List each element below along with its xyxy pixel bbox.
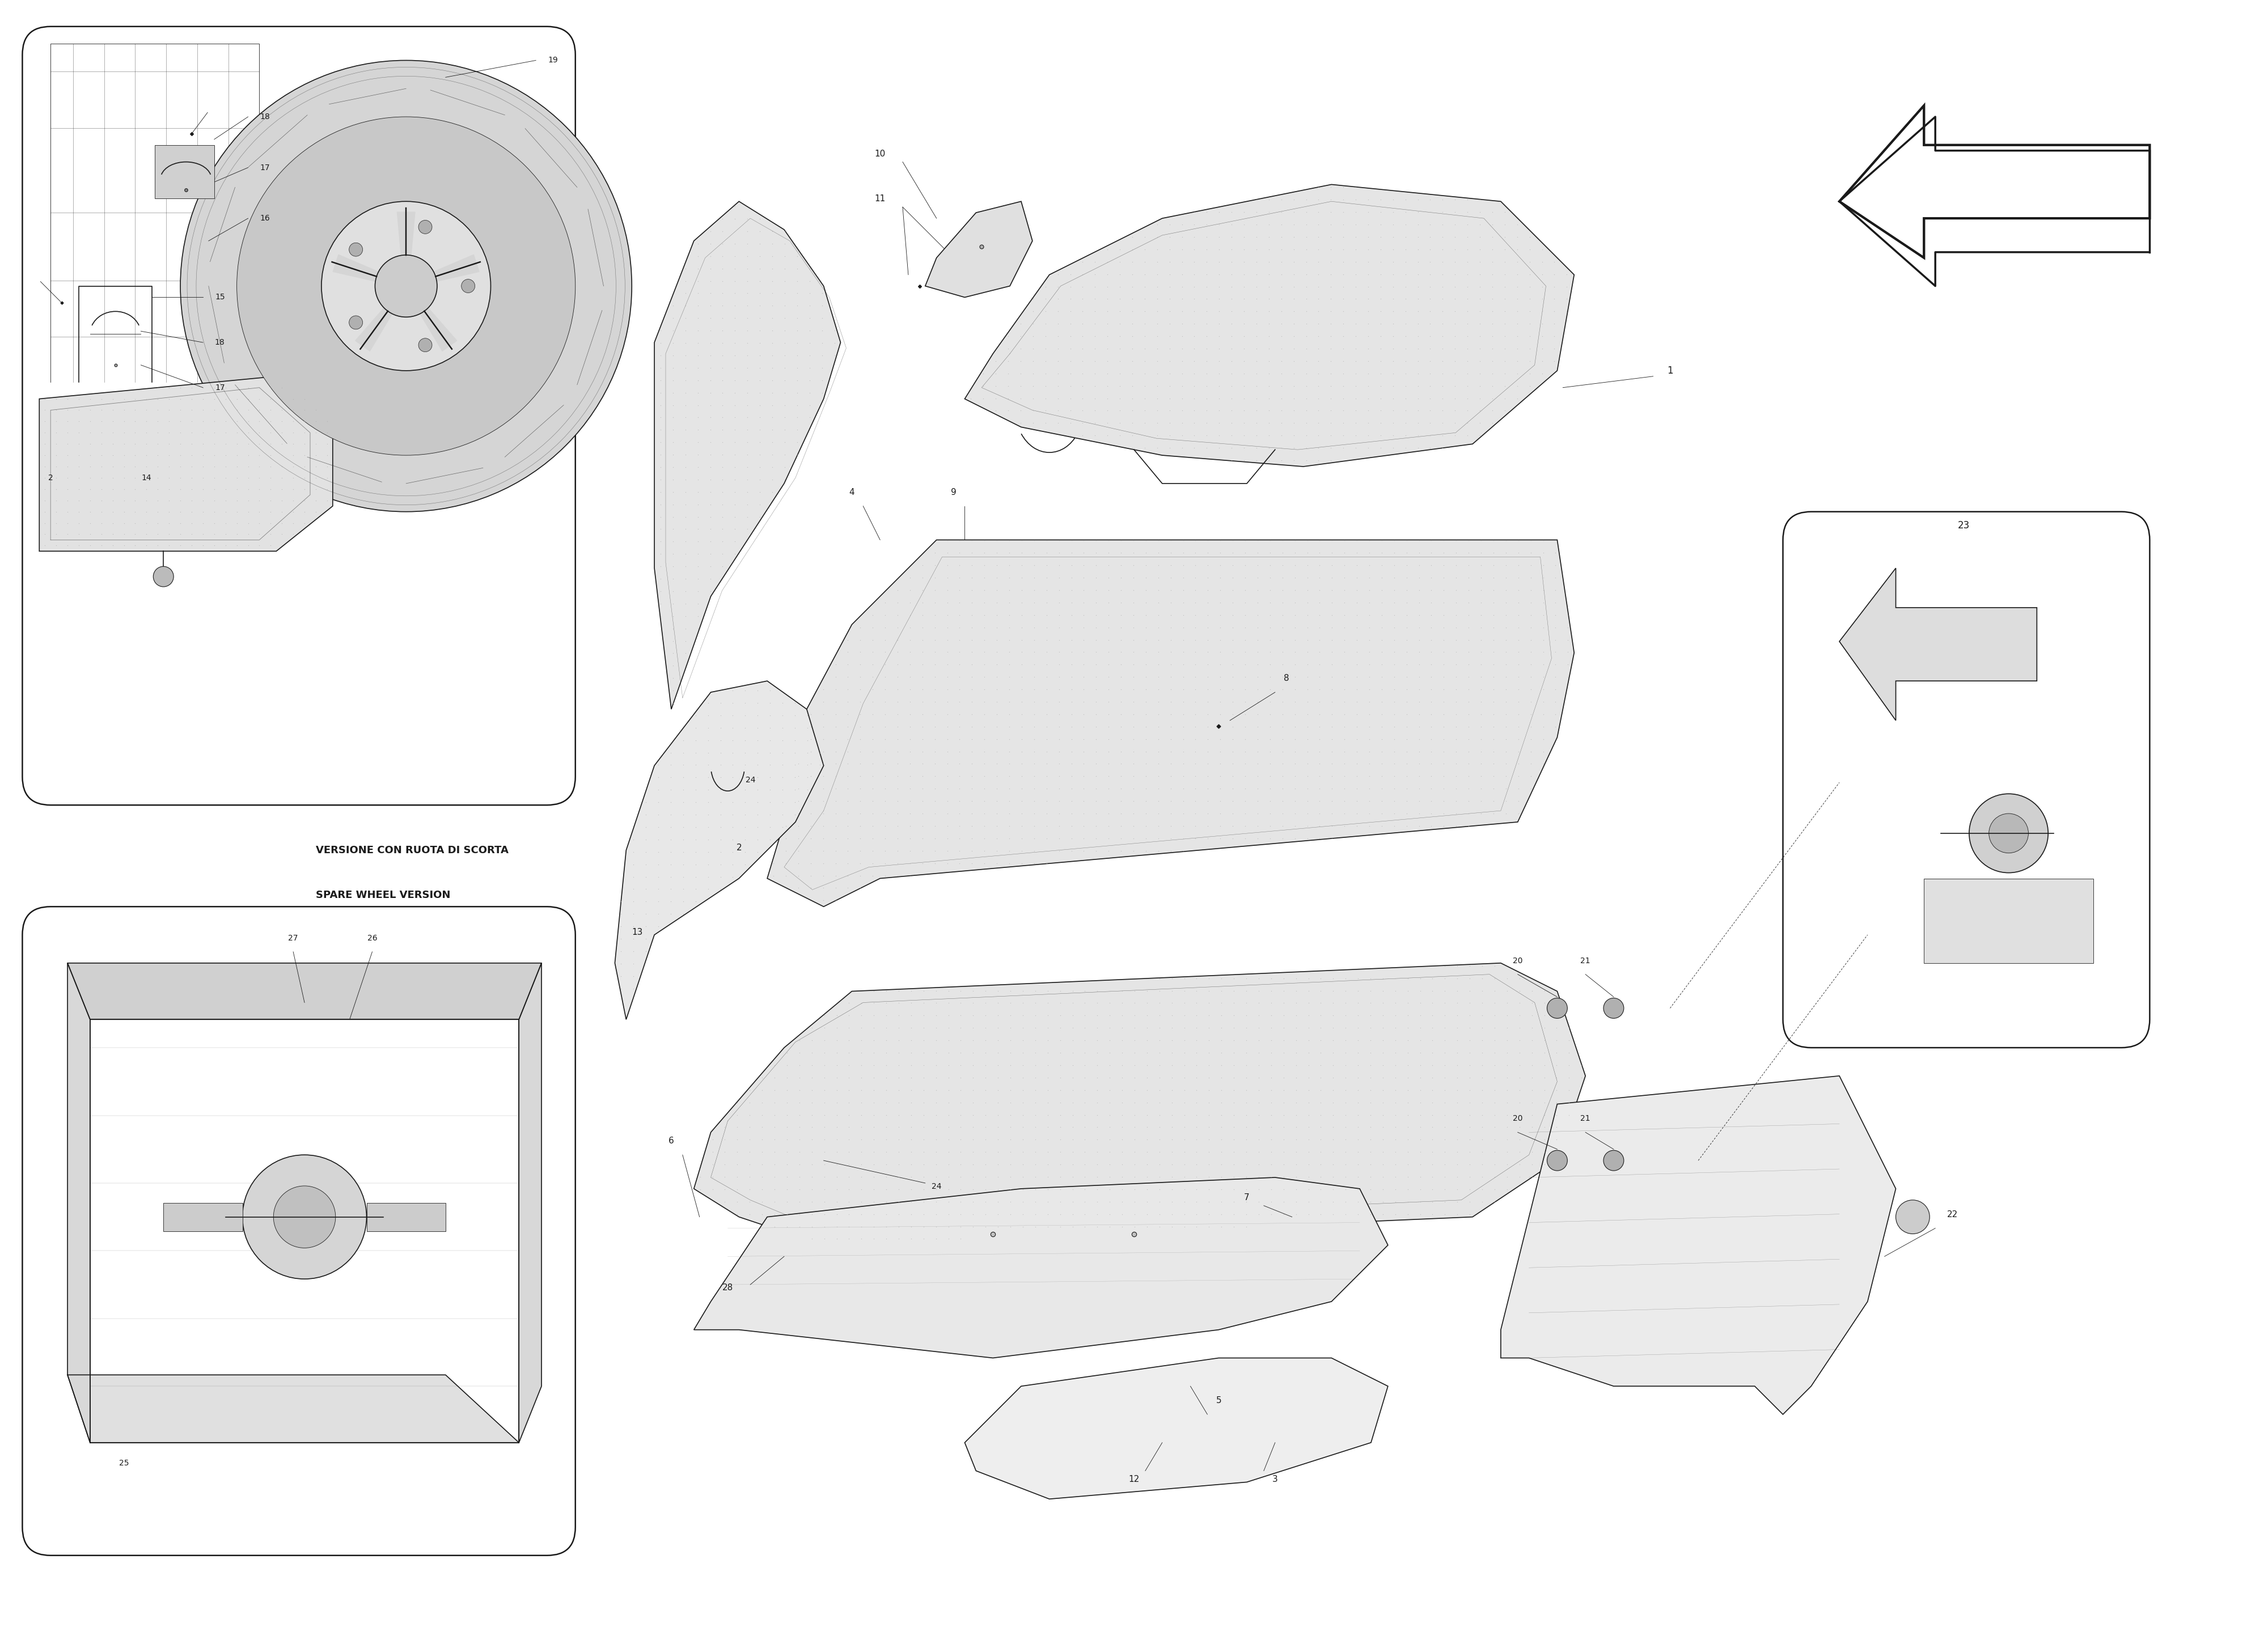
Circle shape: [349, 243, 363, 256]
Text: 2: 2: [737, 843, 742, 852]
Text: 18: 18: [215, 339, 225, 347]
Text: 6: 6: [669, 1136, 674, 1146]
Circle shape: [374, 255, 438, 317]
Text: 11: 11: [875, 194, 885, 204]
Circle shape: [1547, 998, 1567, 1018]
Text: 18: 18: [261, 113, 270, 120]
Polygon shape: [694, 963, 1585, 1245]
Text: 21: 21: [1581, 1115, 1590, 1123]
Circle shape: [274, 1185, 336, 1248]
Polygon shape: [1923, 878, 2093, 963]
FancyBboxPatch shape: [1783, 511, 2150, 1047]
Text: 16: 16: [261, 214, 270, 222]
Polygon shape: [767, 539, 1574, 906]
Polygon shape: [694, 1177, 1388, 1358]
Circle shape: [1603, 998, 1624, 1018]
Circle shape: [420, 220, 431, 233]
Text: 21: 21: [1581, 957, 1590, 965]
Polygon shape: [964, 184, 1574, 467]
Polygon shape: [964, 1358, 1388, 1499]
Text: 5: 5: [1216, 1396, 1222, 1406]
Polygon shape: [925, 202, 1032, 298]
Circle shape: [1547, 1151, 1567, 1171]
Polygon shape: [367, 1203, 445, 1231]
Polygon shape: [154, 145, 213, 199]
Text: 12: 12: [1129, 1475, 1139, 1485]
Text: 17: 17: [215, 383, 225, 391]
Polygon shape: [397, 212, 415, 261]
Text: 9: 9: [950, 488, 957, 496]
Polygon shape: [1501, 1075, 1896, 1414]
Polygon shape: [68, 963, 91, 1442]
Text: 26: 26: [367, 934, 376, 942]
Circle shape: [236, 117, 576, 455]
Text: 20: 20: [1513, 1115, 1522, 1123]
Circle shape: [349, 316, 363, 329]
Text: SPARE WHEEL VERSION: SPARE WHEEL VERSION: [315, 891, 451, 901]
Circle shape: [322, 202, 490, 370]
Circle shape: [154, 567, 175, 587]
Text: 24: 24: [746, 776, 755, 784]
Polygon shape: [356, 302, 395, 352]
Circle shape: [1989, 814, 2028, 853]
Text: 15: 15: [215, 293, 225, 301]
Text: 7: 7: [1245, 1194, 1250, 1202]
Text: VERSIONE CON RUOTA DI SCORTA: VERSIONE CON RUOTA DI SCORTA: [315, 845, 508, 855]
Polygon shape: [519, 963, 542, 1442]
Polygon shape: [68, 1374, 519, 1442]
Text: 14: 14: [141, 473, 152, 482]
Circle shape: [1969, 794, 2048, 873]
Text: 22: 22: [1946, 1210, 1957, 1218]
Circle shape: [243, 1154, 367, 1279]
Polygon shape: [615, 681, 823, 1019]
Text: 1: 1: [1667, 365, 1674, 376]
Polygon shape: [1839, 569, 2037, 720]
Text: 23: 23: [1957, 521, 1969, 531]
Text: 19: 19: [549, 56, 558, 64]
Polygon shape: [333, 255, 383, 283]
Text: 3: 3: [1272, 1475, 1277, 1485]
Text: 10: 10: [875, 150, 885, 158]
Text: 17: 17: [261, 164, 270, 171]
Polygon shape: [163, 1203, 243, 1231]
Polygon shape: [68, 963, 542, 1019]
FancyBboxPatch shape: [23, 906, 576, 1555]
Circle shape: [460, 279, 474, 293]
Text: 24: 24: [932, 1182, 941, 1190]
Circle shape: [1603, 1151, 1624, 1171]
Circle shape: [1896, 1200, 1930, 1235]
Text: 27: 27: [288, 934, 297, 942]
Text: 8: 8: [1284, 674, 1288, 682]
Polygon shape: [39, 376, 333, 551]
Polygon shape: [417, 302, 456, 352]
Circle shape: [181, 61, 633, 511]
Text: 13: 13: [633, 927, 642, 937]
Text: 25: 25: [118, 1458, 129, 1466]
Text: 2: 2: [48, 473, 52, 482]
Polygon shape: [429, 255, 479, 283]
FancyBboxPatch shape: [23, 26, 576, 806]
Text: 28: 28: [721, 1284, 733, 1292]
Text: 20: 20: [1513, 957, 1522, 965]
Circle shape: [420, 339, 431, 352]
Polygon shape: [655, 202, 841, 709]
Text: 4: 4: [848, 488, 855, 496]
